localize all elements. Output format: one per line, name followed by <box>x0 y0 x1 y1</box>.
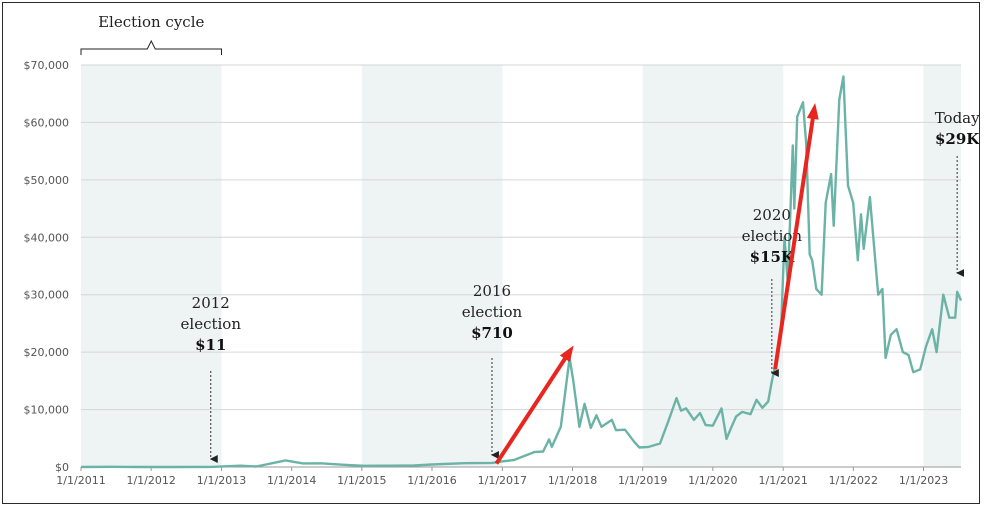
annotation-text: election <box>742 227 803 245</box>
shaded-band-2 <box>642 65 784 467</box>
annotation-text: election <box>462 303 523 321</box>
gridlines <box>81 64 961 468</box>
x-tick-label: 1/1/2017 <box>478 474 527 487</box>
annotation-text: 2020 <box>753 206 791 224</box>
shaded-band-3 <box>923 65 961 467</box>
x-tick-label: 1/1/2021 <box>758 474 807 487</box>
y-axis: $0 $10,000 $20,000 $30,000 $40,000 $50,000 $60… <box>24 59 70 474</box>
annotation-value: $11 <box>195 336 226 354</box>
x-axis: 1/1/2011 1/1/2012 1/1/2013 1/1/2014 1/1/2015… <box>56 467 948 487</box>
y-tick-label: $10,000 <box>24 404 70 417</box>
x-tick-label: 1/1/2016 <box>407 474 456 487</box>
shaded-band-0 <box>81 65 222 467</box>
x-tick-label: 1/1/2018 <box>548 474 597 487</box>
x-tick-label: 1/1/2013 <box>197 474 246 487</box>
x-tick-label: 1/1/2023 <box>899 474 948 487</box>
y-tick-label: $40,000 <box>24 231 70 244</box>
election-cycle-bracket: Election cycle <box>80 13 223 55</box>
shaded-band-1 <box>361 65 503 467</box>
price-chart: $0 $10,000 $20,000 $30,000 $40,000 $50,000 $60… <box>24 13 980 487</box>
x-tick-label: 1/1/2012 <box>126 474 175 487</box>
x-tick-label: 1/1/2020 <box>688 474 737 487</box>
bracket-label: Election cycle <box>98 13 204 31</box>
annotation-value: $29K <box>935 130 979 148</box>
annotation-text: election <box>181 315 242 333</box>
red-arrow-1 <box>773 103 819 370</box>
y-tick-label: $0 <box>55 461 69 474</box>
bracket-line <box>80 39 223 55</box>
y-tick-label: $70,000 <box>24 59 70 72</box>
trend-arrows <box>494 103 819 465</box>
y-tick-label: $50,000 <box>24 174 70 187</box>
x-tick-label: 1/1/2011 <box>56 474 105 487</box>
y-tick-label: $20,000 <box>24 346 70 359</box>
annotation-value: $15K <box>750 248 795 266</box>
y-tick-label: $60,000 <box>24 116 70 129</box>
x-tick-label: 1/1/2014 <box>267 474 316 487</box>
x-tick-label: 1/1/2022 <box>829 474 878 487</box>
annotation-text: 2016 <box>473 282 511 300</box>
x-tick-label: 1/1/2015 <box>337 474 386 487</box>
x-tick-label: 1/1/2019 <box>618 474 667 487</box>
annotation-text: 2012 <box>192 294 230 312</box>
annotation-value: $710 <box>471 324 513 342</box>
election-cycle-bands <box>81 65 961 467</box>
red-arrow-0 <box>494 345 574 465</box>
y-tick-label: $30,000 <box>24 289 70 302</box>
annotation-text: Today <box>935 109 979 127</box>
annotations: 2012 election $11 2016 election $710 2020 elect… <box>181 109 979 463</box>
